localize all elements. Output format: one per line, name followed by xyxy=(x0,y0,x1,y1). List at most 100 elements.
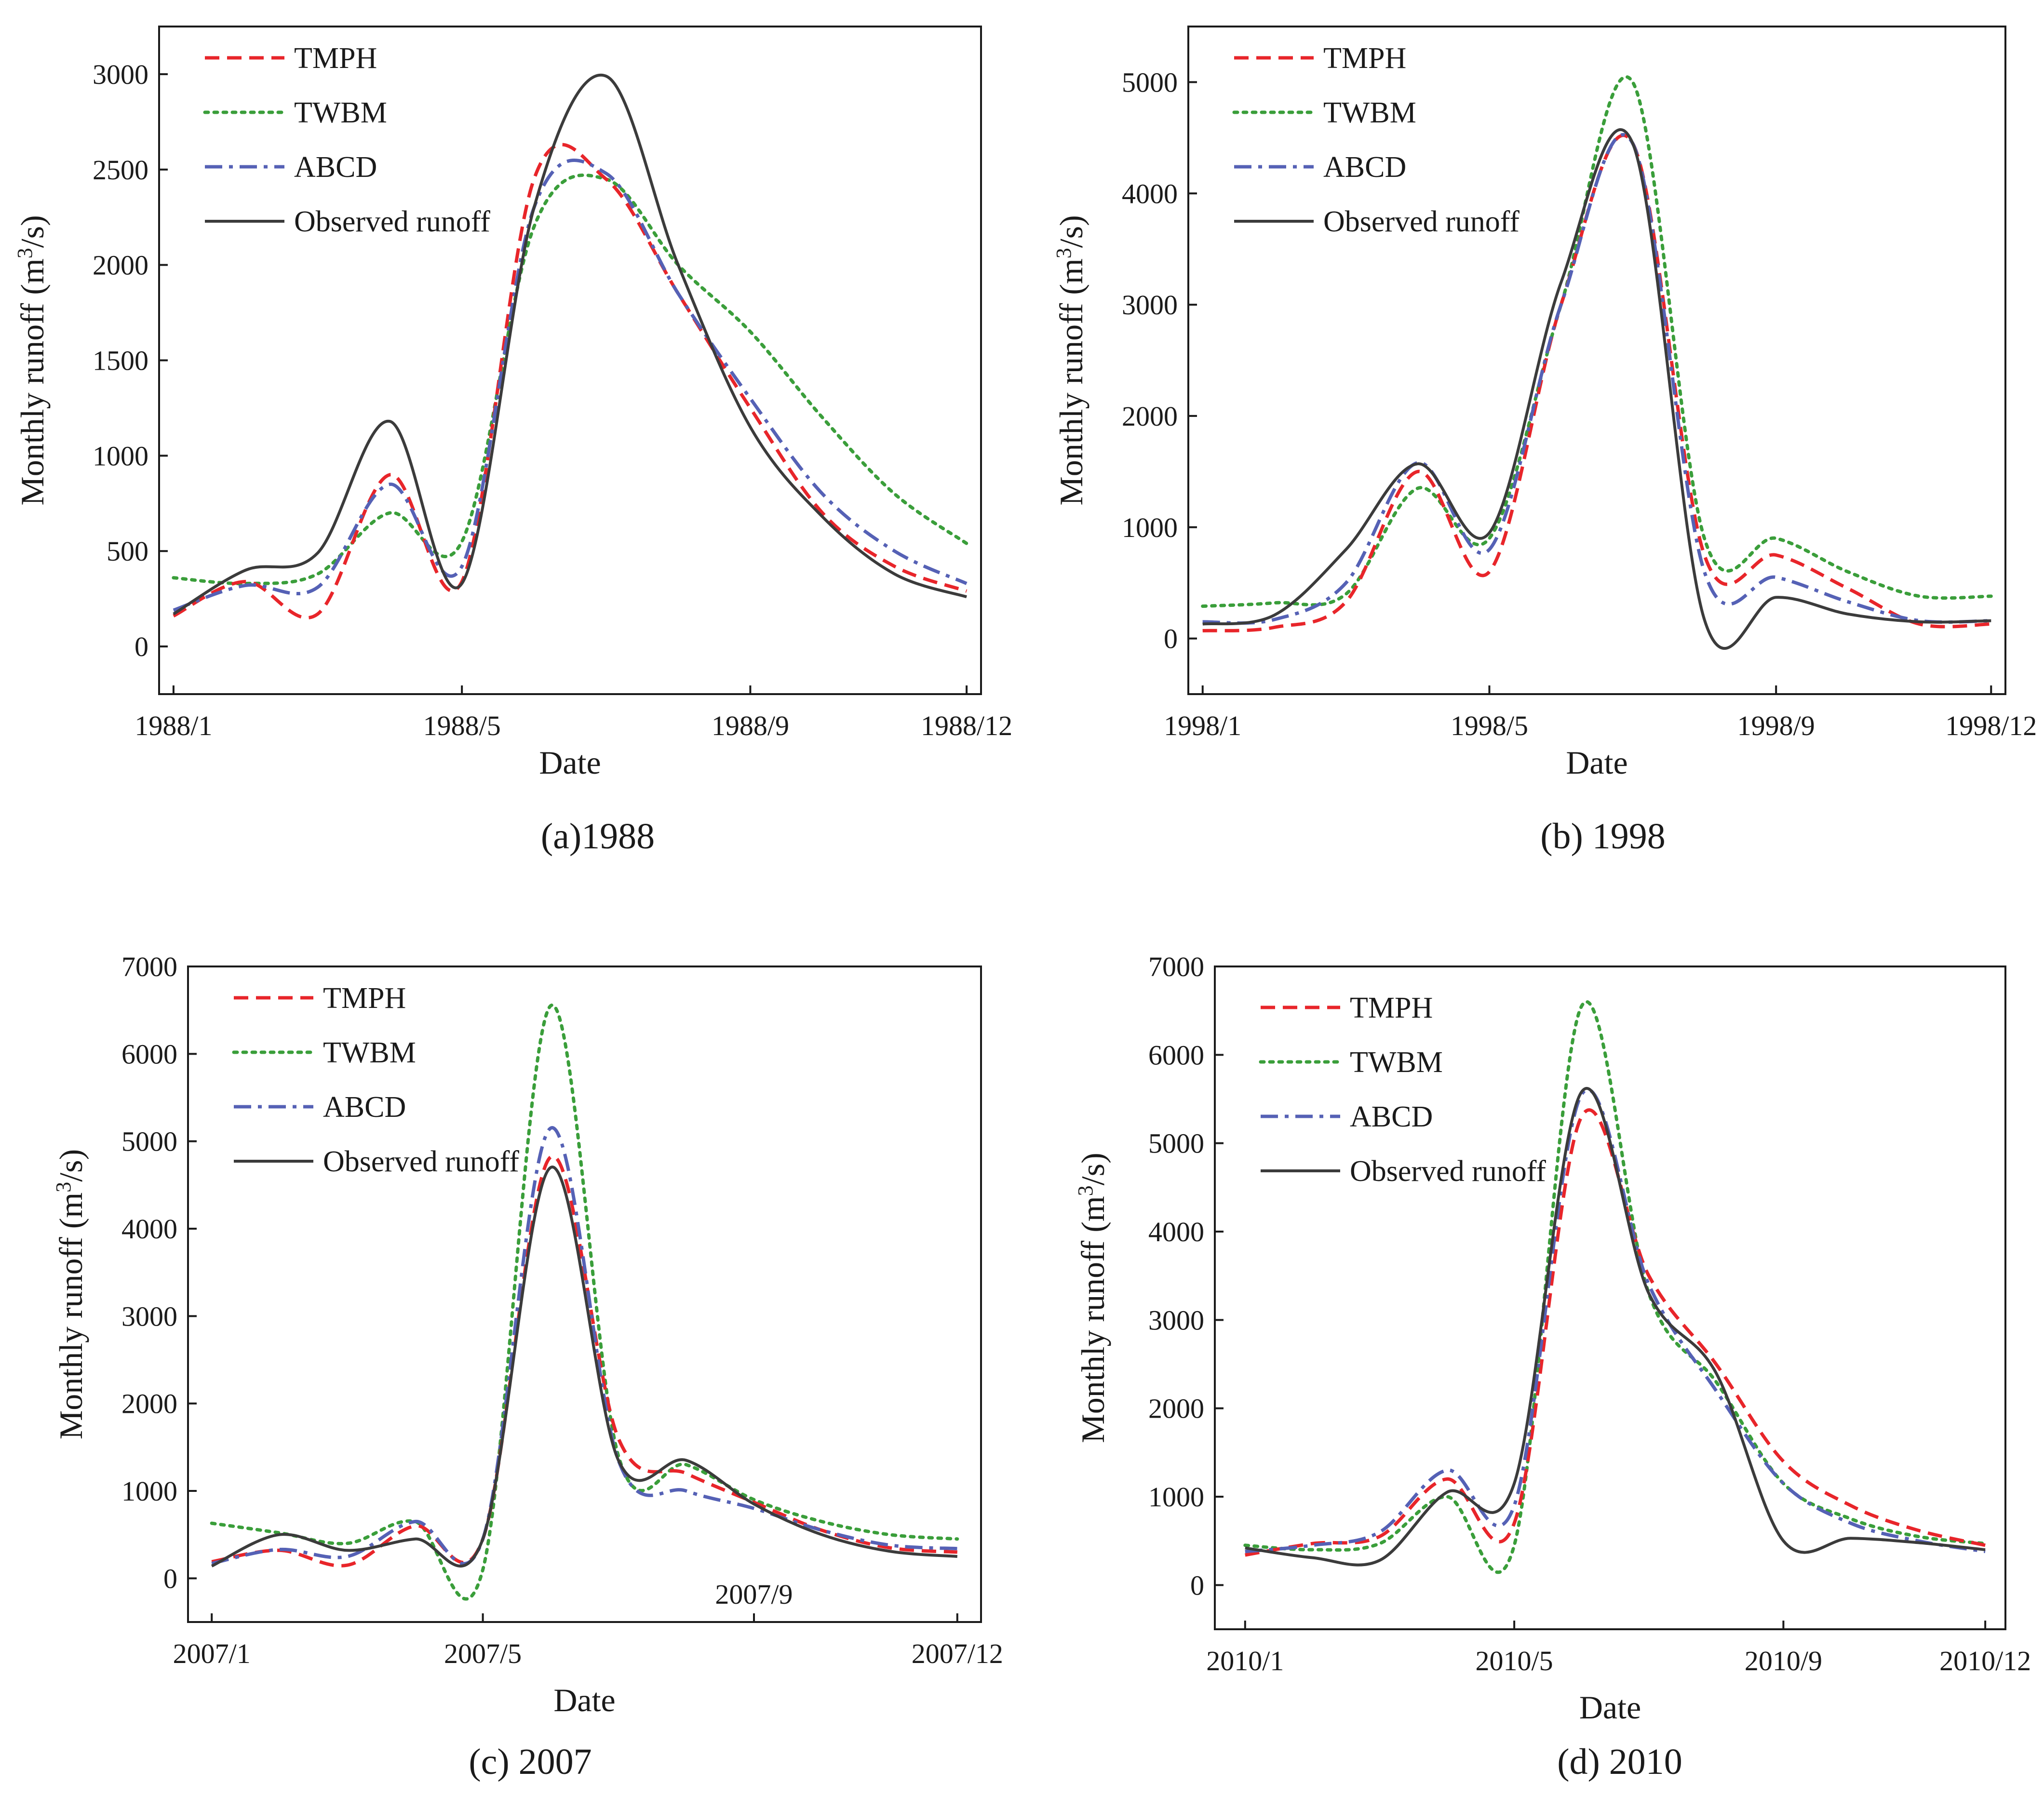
chart-panel-2: 0 1000 2000 3000 4000 5000 1998/1 1998/5 1998/9 1… xyxy=(1052,26,2037,857)
legend-label: ABCD xyxy=(323,1091,406,1124)
x-tick-label: 1998/5 xyxy=(1451,710,1528,741)
series-group xyxy=(172,73,968,619)
y-axis-title-unit-end: /s) xyxy=(1053,215,1089,248)
x-tick-label: 1988/12 xyxy=(921,710,1012,741)
x-tick-label: 2010/9 xyxy=(1745,1645,1822,1676)
series-line-abcd xyxy=(1245,1088,1986,1554)
y-tick-label: 2000 xyxy=(1122,401,1178,432)
x-tick-label: 2010/12 xyxy=(1939,1645,2031,1676)
y-tick-label: 2500 xyxy=(93,154,148,186)
series-line-tmph xyxy=(173,143,968,619)
y-axis-title-sup: 3 xyxy=(1052,248,1076,258)
y-axis-title-unit: (m xyxy=(14,258,51,295)
y-tick-label: 4000 xyxy=(121,1213,177,1245)
y-axis-title: Monthly runoff (m3/s) xyxy=(13,215,51,506)
legend-label: TMPH xyxy=(323,982,406,1015)
chart-panel-4: 0 1000 2000 3000 4000 5000 6000 7000 2010/1 2010/… xyxy=(1074,951,2031,1782)
y-tick-label: 1500 xyxy=(93,345,148,376)
x-tick-label: 2010/5 xyxy=(1476,1645,1553,1676)
legend: TMPH TWBM ABCD Observed runoff xyxy=(1259,992,1546,1188)
y-axis-title: Monthly runoff (m3/s) xyxy=(1074,1153,1111,1443)
y-axis-title-main: Monthly runoff xyxy=(1075,1233,1111,1443)
legend-label: ABCD xyxy=(1323,151,1406,184)
y-tick-label: 3000 xyxy=(1122,289,1178,321)
plot-frame xyxy=(1214,966,2006,1630)
x-tick-label: 2007/9 xyxy=(715,1579,793,1610)
chart-panel-1: 0 500 1000 1500 2000 2500 3000 1988/1 1988/5 1988… xyxy=(13,26,1012,857)
legend-label: TWBM xyxy=(1350,1046,1443,1079)
y-tick-label: 7000 xyxy=(1148,951,1204,982)
panel-caption: (b) 1998 xyxy=(1540,816,1666,857)
legend-label: Observed runoff xyxy=(294,205,490,238)
x-tick-label: 1998/1 xyxy=(1164,710,1241,741)
y-axis-title-unit: (m xyxy=(1053,258,1089,295)
y-tick-label: 4000 xyxy=(1122,178,1178,209)
y-tick-label: 1000 xyxy=(1122,512,1178,543)
legend-label: ABCD xyxy=(1350,1100,1433,1133)
y-tick-label: 2000 xyxy=(1148,1393,1204,1424)
series-line-abcd xyxy=(173,159,968,612)
y-tick-label: 0 xyxy=(1164,623,1178,655)
y-axis-title-unit-end: /s) xyxy=(53,1149,89,1182)
y-axis-title: Monthly runoff (m3/s) xyxy=(52,1149,89,1440)
x-tick-label: 1998/9 xyxy=(1737,710,1815,741)
panel-caption: (a)1988 xyxy=(541,816,655,857)
x-tick-label: 2007/5 xyxy=(444,1638,522,1669)
series-line-tmph xyxy=(1202,134,1991,632)
series-group xyxy=(1243,1000,1987,1574)
x-axis-title: Date xyxy=(539,744,601,781)
x-tick-label: 2010/1 xyxy=(1206,1645,1284,1676)
y-tick-label: 2000 xyxy=(93,250,148,281)
y-tick-label: 6000 xyxy=(121,1038,177,1070)
plot-frame xyxy=(187,966,982,1623)
series-line-twbm xyxy=(172,173,968,586)
legend: TMPH TWBM ABCD Observed runoff xyxy=(203,42,490,238)
x-axis-title: Date xyxy=(1566,744,1627,781)
legend: TMPH TWBM ABCD Observed runoff xyxy=(1232,42,1520,238)
y-tick-label: 2000 xyxy=(121,1388,177,1420)
y-axis-title-unit-end: /s) xyxy=(1075,1153,1111,1185)
chart-panel-3: 0 1000 2000 3000 4000 5000 6000 7000 2007/1 2007/… xyxy=(52,951,1003,1782)
series-line-twbm xyxy=(1201,75,1993,608)
legend-label: TMPH xyxy=(1350,992,1433,1024)
legend-label: Observed runoff xyxy=(323,1145,519,1178)
y-axis-title-main: Monthly runoff xyxy=(14,295,51,506)
series-line-twbm xyxy=(1243,1000,1987,1574)
x-axis-title: Date xyxy=(553,1682,615,1718)
x-tick-label: 1988/1 xyxy=(134,710,212,741)
y-tick-label: 1000 xyxy=(1148,1481,1204,1513)
x-tick-label: 1988/9 xyxy=(712,710,789,741)
y-tick-label: 1000 xyxy=(121,1475,177,1507)
panel-caption: (c) 2007 xyxy=(469,1742,592,1782)
series-line-twbm xyxy=(210,1003,959,1601)
x-tick-label: 1998/12 xyxy=(1945,710,2037,741)
y-tick-label: 5000 xyxy=(1122,67,1178,98)
series-line-observed-runoff xyxy=(173,73,968,616)
y-axis-title-sup: 3 xyxy=(1074,1185,1097,1196)
y-tick-label: 5000 xyxy=(121,1126,177,1157)
series-line-abcd xyxy=(1202,133,1991,625)
series-line-observed-runoff xyxy=(1202,128,1991,650)
legend-label: TWBM xyxy=(294,96,387,129)
y-tick-label: 7000 xyxy=(121,951,177,982)
y-axis-title-sup: 3 xyxy=(13,248,37,258)
y-tick-label: 0 xyxy=(163,1563,177,1594)
legend-label: TMPH xyxy=(294,42,377,75)
x-tick-label: 2007/1 xyxy=(173,1638,251,1669)
series-line-observed-runoff xyxy=(1245,1086,1986,1567)
series-line-abcd xyxy=(211,1126,957,1566)
plot-frame xyxy=(1187,26,2006,695)
legend-label: Observed runoff xyxy=(1350,1155,1546,1188)
y-axis-title-main: Monthly runoff xyxy=(53,1229,89,1439)
y-tick-label: 1000 xyxy=(93,440,148,471)
series-group xyxy=(1201,75,1993,650)
y-tick-label: 0 xyxy=(134,631,148,662)
plot-frame xyxy=(158,26,982,695)
y-tick-label: 6000 xyxy=(1148,1039,1204,1071)
y-tick-label: 4000 xyxy=(1148,1216,1204,1247)
panel-caption: (d) 2010 xyxy=(1557,1742,1682,1782)
legend-label: TWBM xyxy=(1323,96,1416,129)
y-axis-title: Monthly runoff (m3/s) xyxy=(1052,215,1089,506)
legend: TMPH TWBM ABCD Observed runoff xyxy=(232,982,519,1178)
y-axis-title-unit: (m xyxy=(53,1193,89,1229)
